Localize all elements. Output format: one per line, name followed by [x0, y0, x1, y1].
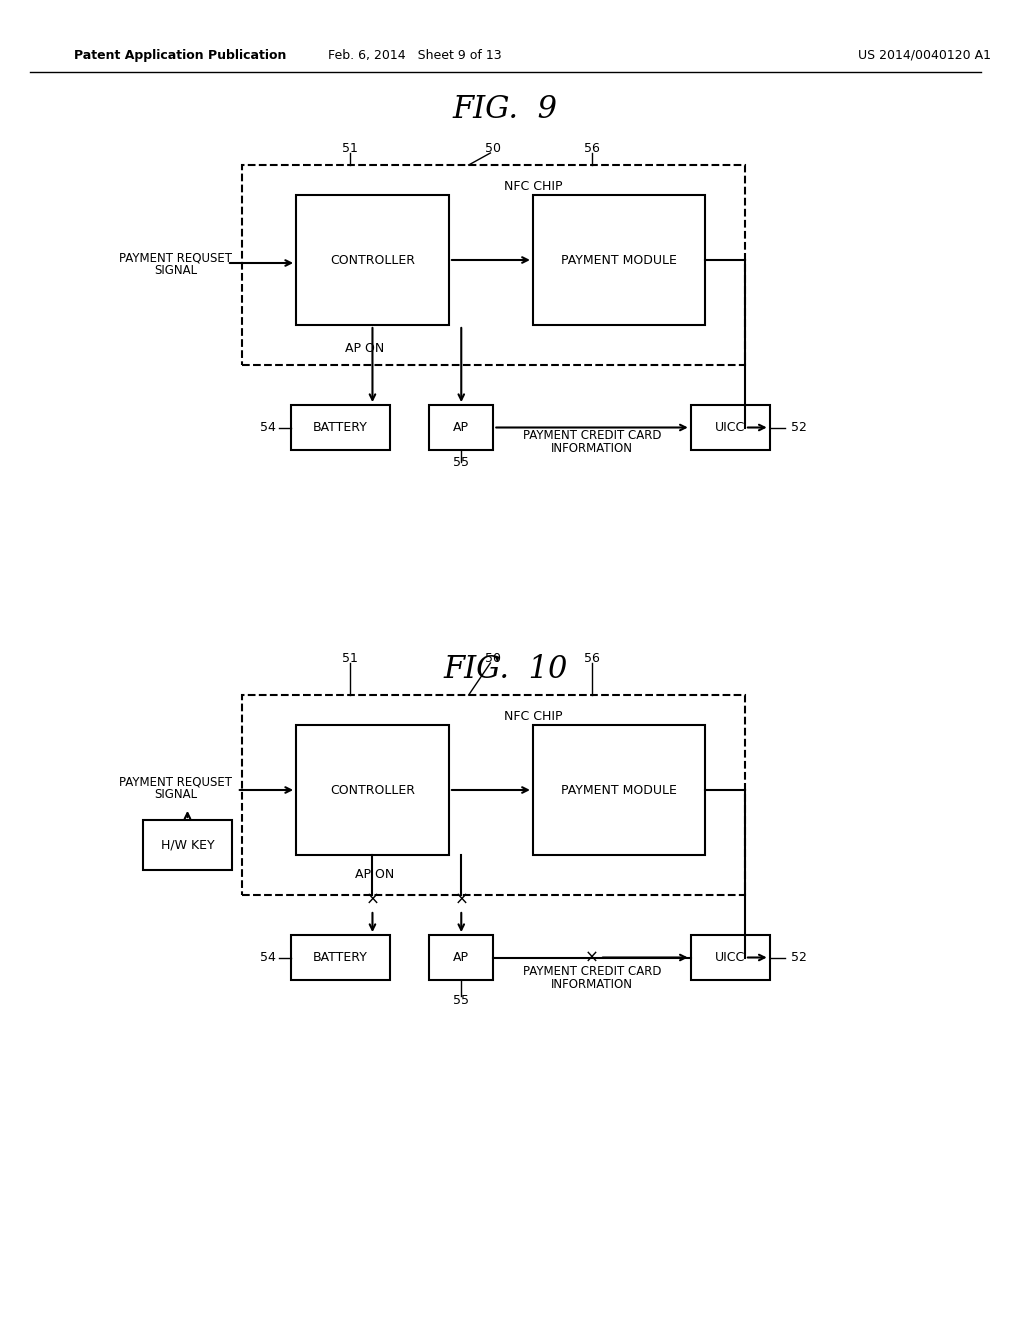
Text: PAYMENT MODULE: PAYMENT MODULE: [561, 784, 677, 796]
Text: PAYMENT REQUSET: PAYMENT REQUSET: [119, 776, 232, 788]
Text: Patent Application Publication: Patent Application Publication: [74, 49, 287, 62]
Bar: [291, 405, 390, 450]
Bar: [532, 725, 706, 855]
Bar: [532, 195, 706, 325]
Text: 56: 56: [584, 141, 600, 154]
Text: US 2014/0040120 A1: US 2014/0040120 A1: [858, 49, 991, 62]
Text: AP: AP: [454, 421, 469, 434]
Text: AP: AP: [454, 950, 469, 964]
Text: 52: 52: [792, 950, 807, 964]
Text: PAYMENT REQUSET: PAYMENT REQUSET: [119, 252, 232, 264]
Text: 52: 52: [792, 421, 807, 434]
Text: 56: 56: [584, 652, 600, 664]
Text: FIG.  10: FIG. 10: [443, 655, 567, 685]
Text: BATTERY: BATTERY: [313, 950, 368, 964]
Text: SIGNAL: SIGNAL: [154, 264, 198, 277]
Bar: [143, 820, 231, 870]
Bar: [242, 165, 744, 366]
Text: 54: 54: [260, 421, 276, 434]
Text: Feb. 6, 2014   Sheet 9 of 13: Feb. 6, 2014 Sheet 9 of 13: [328, 49, 501, 62]
Bar: [429, 405, 494, 450]
Text: INFORMATION: INFORMATION: [551, 978, 633, 991]
Bar: [291, 935, 390, 979]
Bar: [690, 405, 770, 450]
Text: NFC CHIP: NFC CHIP: [504, 181, 562, 194]
Text: PAYMENT CREDIT CARD: PAYMENT CREDIT CARD: [522, 429, 662, 442]
Text: 51: 51: [342, 141, 358, 154]
Text: NFC CHIP: NFC CHIP: [504, 710, 562, 723]
Bar: [296, 195, 449, 325]
Text: SIGNAL: SIGNAL: [154, 788, 198, 801]
Text: 55: 55: [454, 994, 469, 1006]
Text: 50: 50: [485, 141, 502, 154]
Text: AP ON: AP ON: [345, 342, 385, 355]
Text: INFORMATION: INFORMATION: [551, 442, 633, 455]
Text: 50: 50: [485, 652, 502, 664]
Text: FIG.  9: FIG. 9: [453, 95, 558, 125]
Text: BATTERY: BATTERY: [313, 421, 368, 434]
Text: ×: ×: [585, 949, 599, 966]
Text: 51: 51: [342, 652, 358, 664]
Text: UICC: UICC: [715, 421, 745, 434]
Text: AP ON: AP ON: [355, 869, 394, 882]
Text: CONTROLLER: CONTROLLER: [330, 784, 415, 796]
Text: ×: ×: [366, 891, 380, 909]
Text: 55: 55: [454, 455, 469, 469]
Text: PAYMENT CREDIT CARD: PAYMENT CREDIT CARD: [522, 965, 662, 978]
Bar: [296, 725, 449, 855]
Bar: [690, 935, 770, 979]
Text: CONTROLLER: CONTROLLER: [330, 253, 415, 267]
Text: PAYMENT MODULE: PAYMENT MODULE: [561, 253, 677, 267]
Text: 54: 54: [260, 950, 276, 964]
Text: ×: ×: [455, 891, 468, 909]
Bar: [429, 935, 494, 979]
Text: UICC: UICC: [715, 950, 745, 964]
Text: H/W KEY: H/W KEY: [161, 838, 214, 851]
Bar: [242, 696, 744, 895]
